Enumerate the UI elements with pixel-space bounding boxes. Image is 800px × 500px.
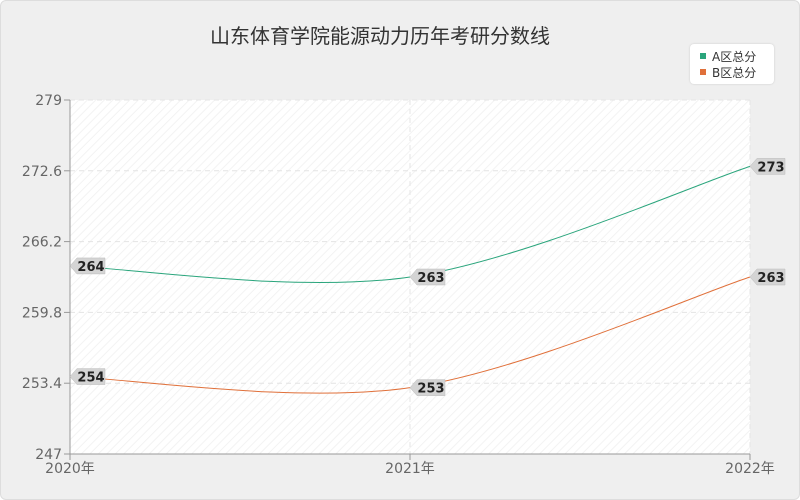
y-tick-label: 259.8 [22, 305, 62, 321]
legend-swatch-b [700, 69, 706, 75]
x-tick-label: 2020年 [45, 461, 95, 477]
data-label: 263 [409, 268, 446, 286]
data-label-tag [749, 158, 786, 175]
legend-item-a[interactable]: A区总分 [700, 48, 756, 64]
data-label-text: 264 [77, 260, 104, 275]
data-label-text: 273 [757, 160, 784, 175]
data-label-tag [409, 268, 446, 286]
y-tick-label: 279 [35, 93, 62, 109]
y-tick-label: 247 [35, 447, 62, 463]
legend-item-b[interactable]: B区总分 [700, 64, 756, 80]
y-tick-label: 253.4 [22, 376, 62, 392]
data-label: 273 [749, 158, 786, 175]
y-tick-label: 272.6 [22, 164, 62, 180]
data-label-text: 263 [417, 271, 444, 286]
data-label-text: 254 [77, 371, 104, 386]
data-label-tag [409, 379, 446, 396]
legend-swatch-a [700, 53, 706, 59]
data-label-tag [69, 257, 106, 275]
data-label-tag [749, 268, 786, 286]
data-label-text: 253 [417, 382, 444, 397]
x-tick-label: 2021年 [385, 461, 435, 477]
data-label: 254 [69, 368, 106, 386]
legend: A区总分 B区总分 [690, 44, 774, 84]
data-label: 253 [409, 379, 446, 397]
legend-label-a: A区总分 [712, 49, 757, 64]
y-tick-label: 266.2 [22, 235, 62, 251]
data-label: 264 [69, 257, 106, 275]
legend-label-b: B区总分 [712, 65, 757, 80]
data-label-tag [69, 368, 106, 385]
data-label: 263 [749, 268, 786, 286]
data-label-text: 263 [757, 271, 784, 286]
x-tick-label: 2022年 [725, 461, 775, 477]
chart-title: 山东体育学院能源动力历年考研分数线 [210, 24, 550, 48]
